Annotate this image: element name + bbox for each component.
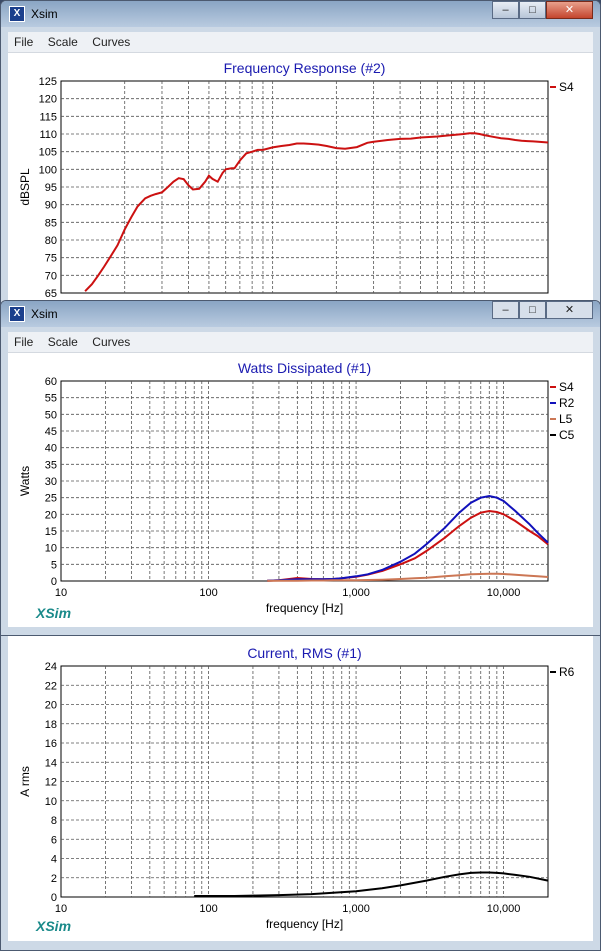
chart-title: Frequency Response (#2) [224,60,386,76]
y-tick-label: 55 [45,393,57,405]
x-tick-label: 10 [55,903,67,915]
menu-bar: File Scale Curves [8,332,593,353]
maximize-icon[interactable]: □ [519,301,546,319]
xsim-brand: XSim [36,918,72,934]
app-icon: X [9,6,25,22]
minimize-icon[interactable]: – [492,301,519,319]
y-tick-label: 45 [45,426,57,438]
y-tick-label: 125 [39,76,57,88]
chart-area: 65 70 75 80 85 90 95 100 105 110 115 120 125 Frequenc… [8,53,593,321]
x-tick-label: 10 [55,587,67,599]
y-tick-label: 20 [45,700,57,712]
window-frequency-response: X Xsim – □ ✕ File Scale Curves 65 70 75 80 8… [0,0,601,321]
close-icon[interactable]: ✕ [546,1,593,19]
y-tick-label: 6 [51,834,57,846]
chart-title: Current, RMS (#1) [247,645,361,661]
y-tick-label: 90 [45,200,57,212]
series-line-l5 [267,572,549,582]
y-tick-label: 60 [45,376,57,388]
y-tick-label: 12 [45,777,57,789]
title-bar[interactable]: X Xsim – □ ✕ [1,301,600,327]
y-tick-label: 0 [51,892,57,904]
app-icon: X [9,306,25,322]
minimize-icon[interactable]: – [492,1,519,19]
y-tick-label: 115 [39,111,57,123]
y-tick-label: 0 [51,576,57,588]
window-title: Xsim [31,7,58,21]
x-tick-label: 10,000 [487,587,521,599]
y-tick-label: 95 [45,182,57,194]
plot-frame [60,380,549,582]
legend-entry: R2 [559,396,575,410]
chart-title: Watts Dissipated (#1) [238,360,371,376]
y-tick-label: 30 [45,476,57,488]
y-tick-label: 85 [45,217,57,229]
legend-entry: S4 [559,80,574,94]
y-tick-label: 5 [51,559,57,571]
y-tick-label: 8 [51,815,57,827]
y-tick-label: 20 [45,509,57,521]
y-tick-label: 40 [45,443,57,455]
y-tick-label: 15 [45,526,57,538]
xsim-brand: XSim [36,605,72,621]
series-line-s4 [84,132,549,292]
y-tick-label: 22 [45,680,57,692]
y-tick-label: 24 [45,661,57,673]
y-tick-label: 65 [45,288,57,300]
y-tick-label: 10 [45,796,57,808]
menu-curves[interactable]: Curves [92,335,131,349]
y-tick-label: 4 [51,854,57,866]
y-tick-label: 110 [39,129,57,141]
y-tick-label: 105 [39,147,57,159]
chart-area: 0 2 4 6 8 10 12 14 16 18 20 22 24 10 100 1,000 10,000 Cur… [8,631,593,941]
maximize-icon[interactable]: □ [519,1,546,19]
x-tick-label: 100 [199,587,217,599]
y-tick-label: 25 [45,493,57,505]
series-line-r2 [267,494,549,582]
legend-entry: L5 [559,412,573,426]
x-tick-label: 1,000 [342,903,370,915]
title-bar[interactable]: X Xsim – □ ✕ [1,1,600,27]
chart-area: 0 5 10 15 20 25 30 35 40 45 50 55 60 10 100 1,000 10,000… [8,353,593,627]
menu-bar: File Scale Curves [8,32,593,53]
y-axis-label: dBSPL [18,168,32,206]
y-tick-label: 14 [45,757,57,769]
legend-entry: S4 [559,380,574,394]
y-tick-label: 70 [45,270,57,282]
y-tick-label: 120 [39,94,57,106]
y-tick-label: 2 [51,873,57,885]
y-tick-label: 80 [45,235,57,247]
menu-file[interactable]: File [14,335,34,349]
x-axis-label: frequency [Hz] [266,601,343,615]
x-tick-label: 10,000 [487,903,521,915]
window-watts-dissipated: X Xsim – □ ✕ File Scale Curves 0 5 10 15 20 2… [0,300,601,636]
y-tick-label: 75 [45,253,57,265]
watts-dissipated-chart: 0 5 10 15 20 25 30 35 40 45 50 55 60 10 100 1,000 10,000… [18,360,575,615]
menu-scale[interactable]: Scale [47,35,78,49]
y-axis-label: A rms [18,766,32,797]
legend-entry: R6 [559,665,575,679]
y-tick-label: 100 [39,164,57,176]
window-current-rms: 0 2 4 6 8 10 12 14 16 18 20 22 24 10 100 1,000 10,000 Cur… [0,630,601,951]
menu-curves[interactable]: Curves [92,35,131,49]
x-tick-label: 100 [199,903,217,915]
y-tick-label: 50 [45,409,57,421]
y-tick-label: 16 [45,738,57,750]
y-axis-label: Watts [18,466,32,496]
frequency-response-chart: 65 70 75 80 85 90 95 100 105 110 115 120 125 Frequenc… [18,60,574,300]
y-tick-label: 18 [45,719,57,731]
x-tick-label: 1,000 [342,587,370,599]
menu-scale[interactable]: Scale [47,335,78,349]
y-tick-label: 35 [45,459,57,471]
close-icon[interactable]: ✕ [546,301,593,319]
y-tick-label: 10 [45,543,57,555]
window-title: Xsim [31,307,58,321]
menu-file[interactable]: File [14,35,34,49]
x-axis-label: frequency [Hz] [266,917,343,931]
plot-frame [60,665,549,898]
series-line-r6 [194,871,549,897]
legend-entry: C5 [559,428,575,442]
